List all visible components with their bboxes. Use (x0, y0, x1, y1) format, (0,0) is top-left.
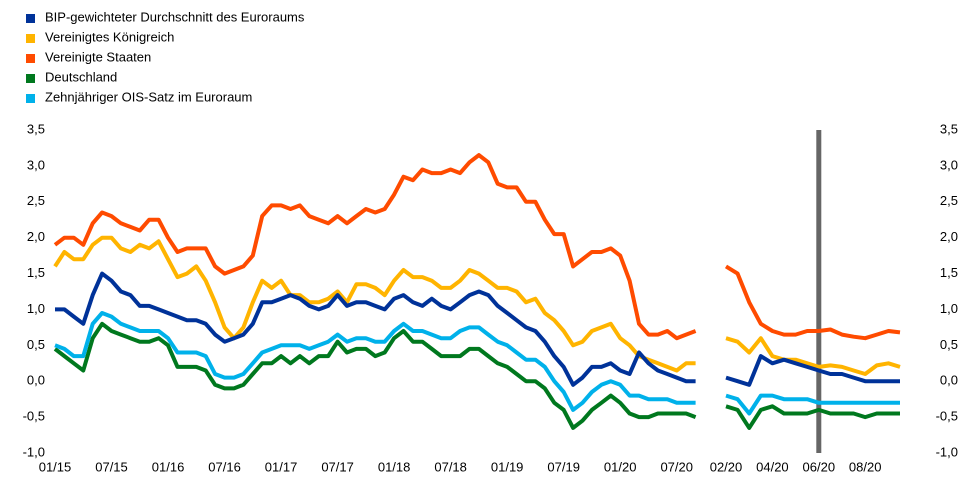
y-tick-label: 1,0 (27, 301, 45, 316)
y-tick-label: 0,5 (27, 337, 45, 352)
y-tick-label: 2,0 (27, 229, 45, 244)
series-line (725, 404, 900, 430)
x-tick-label: 01/17 (265, 459, 298, 474)
y-tick-label: 3,0 (27, 157, 45, 172)
x-tick-label: 07/20 (660, 459, 693, 474)
y-tick-label: 2,5 (940, 193, 958, 208)
legend-swatch (26, 74, 35, 83)
x-tick-label: 01/16 (152, 459, 185, 474)
series-line (725, 336, 901, 376)
y-tick-label: 3,5 (940, 121, 958, 136)
series-line (55, 271, 696, 387)
y-tick-label: -0,5 (936, 409, 958, 424)
x-tick-label: 01/18 (378, 459, 411, 474)
x-tick-label: 07/19 (547, 459, 580, 474)
y-tick-label: -1,0 (936, 444, 958, 459)
x-tick-label: 02/20 (710, 459, 743, 474)
y-tick-label: 3,5 (27, 121, 45, 136)
legend-swatch (26, 94, 35, 103)
series-line (54, 311, 696, 412)
y-tick-label: 0,0 (27, 373, 45, 388)
y-tick-label: 2,0 (940, 229, 958, 244)
legend-label: Zehnjähriger OIS-Satz im Euroraum (45, 89, 252, 104)
legend-label: Deutschland (45, 69, 117, 84)
y-tick-label: 0,5 (940, 337, 958, 352)
legend-swatch (26, 14, 35, 23)
series-line (725, 354, 900, 387)
y-tick-label: 1,0 (940, 301, 958, 316)
y-tick-label: 1,5 (27, 265, 45, 280)
x-tick-label: 04/20 (756, 459, 789, 474)
series-line (725, 393, 900, 416)
x-tick-label: 07/16 (208, 459, 241, 474)
series-line (53, 153, 697, 341)
legend-label: BIP-gewichteter Durchschnitt des Eurorau… (45, 9, 305, 24)
y-tick-label: 0,0 (940, 373, 958, 388)
legend-swatch (26, 34, 35, 43)
series-line (724, 264, 901, 341)
legend-swatch (26, 54, 35, 63)
legend-label: Vereinigtes Königreich (45, 29, 174, 44)
x-tick-label: 01/15 (39, 459, 72, 474)
x-tick-label: 07/17 (321, 459, 354, 474)
x-tick-label: 08/20 (849, 459, 882, 474)
x-tick-label: 07/15 (95, 459, 128, 474)
y-tick-label: 3,0 (940, 157, 958, 172)
series-line (53, 235, 696, 373)
y-tick-label: -1,0 (23, 444, 45, 459)
x-tick-label: 06/20 (803, 459, 836, 474)
x-tick-label: 01/20 (604, 459, 637, 474)
x-tick-label: 07/18 (434, 459, 467, 474)
series-line (53, 321, 697, 430)
legend-label: Vereinigte Staaten (45, 49, 151, 64)
y-tick-label: 2,5 (27, 193, 45, 208)
x-tick-label: 01/19 (491, 459, 524, 474)
y-tick-label: 1,5 (940, 265, 958, 280)
y-tick-label: -0,5 (23, 409, 45, 424)
